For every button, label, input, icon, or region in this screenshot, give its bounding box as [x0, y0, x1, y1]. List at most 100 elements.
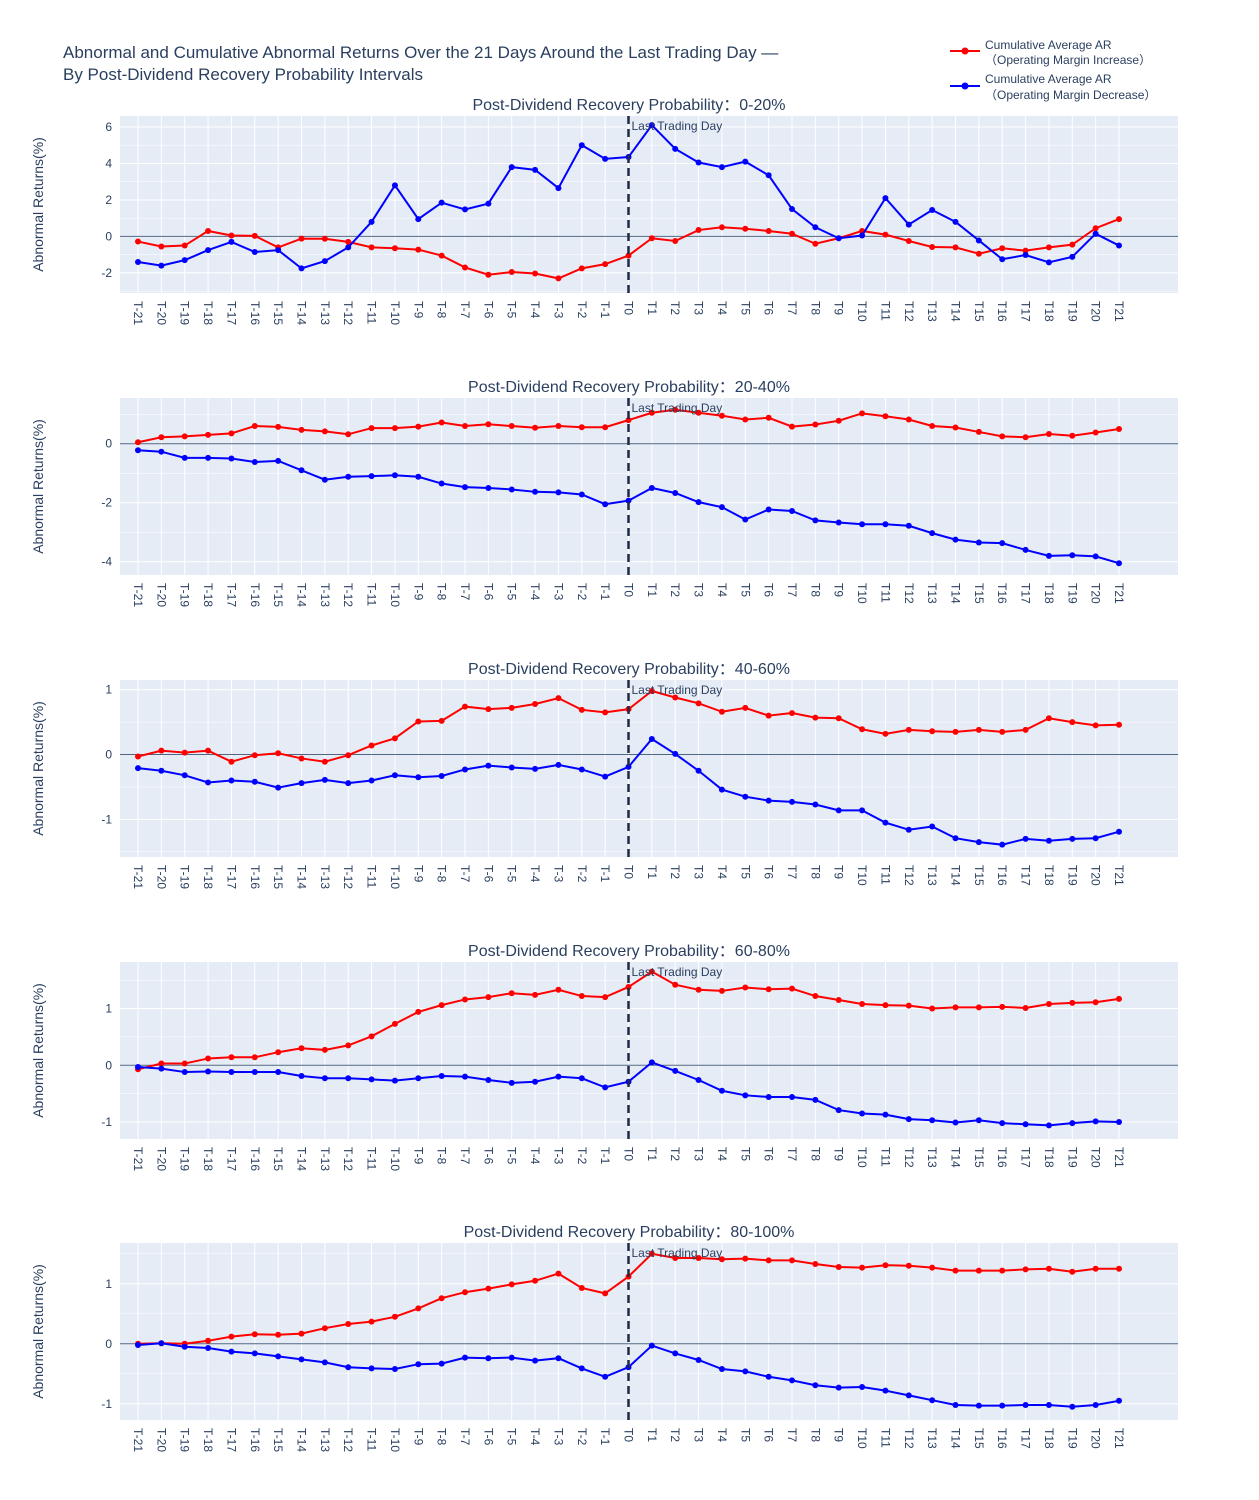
data-point-decrease [462, 766, 468, 773]
x-tick-label: T2 [668, 1428, 682, 1442]
data-point-decrease [835, 1107, 842, 1114]
data-point-increase [812, 240, 819, 247]
x-tick-label: T-6 [481, 301, 495, 319]
data-point-decrease [298, 780, 305, 787]
data-point-decrease [345, 780, 352, 787]
data-point-increase [578, 706, 585, 713]
data-point-increase [205, 1337, 212, 1344]
x-tick-label: T11 [878, 865, 892, 885]
y-tick-label: 1 [105, 683, 112, 697]
subplot-2: -4 -2 0 T-21 T-20 T-19 T-18 T-17 T-16 T-15 T-14 T-1… [30, 379, 1178, 607]
x-tick-label: T17 [1019, 583, 1033, 604]
data-point-increase [1069, 1268, 1076, 1275]
x-tick-label: T19 [1065, 583, 1079, 604]
x-tick-label: T3 [692, 583, 706, 597]
data-point-decrease [905, 826, 912, 833]
data-point-decrease [228, 455, 235, 462]
x-tick-label: T3 [692, 1428, 706, 1442]
data-point-decrease [952, 1119, 959, 1126]
data-point-decrease [999, 1120, 1006, 1127]
data-point-increase [789, 985, 795, 992]
data-point-decrease [602, 773, 609, 780]
x-tick-label: T18 [1042, 1428, 1056, 1449]
data-point-increase [718, 708, 725, 715]
x-tick-label: T20 [1089, 583, 1103, 604]
legend[interactable]: Cumulative Average AR （Operating Margin … [950, 38, 1156, 102]
x-tick-label: T-7 [458, 301, 472, 319]
data-point-decrease [275, 1353, 282, 1360]
x-tick-label: T-16 [248, 1147, 262, 1171]
data-point-decrease [882, 819, 889, 826]
x-tick-label: T-10 [388, 1147, 402, 1171]
data-point-decrease [648, 1059, 655, 1066]
data-point-decrease [1092, 1118, 1099, 1125]
data-point-increase [532, 424, 539, 431]
x-tick-label: T-21 [131, 301, 145, 325]
x-tick-label: T3 [692, 865, 706, 879]
y-tick-label: 6 [105, 120, 112, 134]
legend-item-decrease[interactable]: Cumulative Average AR （Operating Margin … [950, 72, 1156, 102]
data-point-increase [508, 990, 515, 997]
x-tick-label: T5 [738, 583, 752, 597]
subplot-5: -1 0 1 T-21 T-20 T-19 T-18 T-17 T-16 T-15 T-14 T-13… [30, 1224, 1178, 1452]
data-point-increase [345, 752, 352, 759]
data-point-increase [275, 423, 282, 430]
data-point-increase [135, 439, 141, 446]
data-point-increase [672, 981, 679, 988]
legend-item-increase[interactable]: Cumulative Average AR （Operating Margin … [950, 38, 1151, 67]
data-point-decrease [905, 522, 912, 529]
data-point-decrease [975, 539, 982, 546]
x-tick-label: T-3 [551, 583, 565, 601]
x-tick-label: T2 [668, 865, 682, 879]
main-title-line1: Abnormal and Cumulative Abnormal Returns… [63, 43, 778, 62]
data-point-decrease [882, 521, 889, 528]
data-point-increase [975, 1267, 982, 1274]
x-tick-label: T-14 [295, 865, 309, 889]
x-tick-label: T8 [808, 583, 822, 597]
data-point-decrease [718, 1366, 725, 1372]
x-tick-label: T0 [622, 1147, 636, 1161]
last-trading-day-annotation: Last Trading Day [632, 683, 723, 697]
x-tick-label: T-20 [154, 583, 168, 607]
data-point-increase [742, 225, 749, 232]
data-point-increase [812, 993, 819, 1000]
data-point-increase [391, 245, 398, 252]
x-tick-label: T6 [762, 1428, 776, 1442]
data-point-increase [532, 991, 539, 998]
data-point-decrease [999, 540, 1006, 547]
data-point-decrease [975, 839, 982, 846]
data-point-increase [742, 416, 749, 423]
x-tick-label: T-15 [271, 583, 285, 607]
data-point-increase [602, 261, 609, 268]
data-point-increase [929, 1264, 936, 1271]
x-tick-label: T-7 [458, 1147, 472, 1165]
data-point-decrease [181, 1343, 188, 1350]
data-point-increase [321, 1325, 328, 1332]
x-tick-label: T9 [832, 583, 846, 597]
data-point-decrease [205, 454, 212, 461]
x-tick-label: T6 [762, 301, 776, 315]
data-point-decrease [765, 506, 772, 513]
data-point-increase [275, 750, 282, 757]
data-point-decrease [158, 1065, 165, 1072]
data-point-increase [672, 1255, 679, 1261]
data-point-decrease [1116, 1397, 1122, 1404]
data-point-decrease [251, 248, 258, 255]
x-tick-label: T17 [1019, 1147, 1033, 1168]
data-point-decrease [415, 216, 422, 223]
data-point-decrease [835, 1384, 842, 1391]
data-point-decrease [321, 476, 328, 483]
data-point-decrease [532, 765, 539, 772]
data-point-increase [765, 986, 772, 993]
data-point-decrease [1116, 242, 1122, 249]
data-point-decrease [438, 1073, 445, 1080]
x-tick-label: T-11 [365, 583, 379, 606]
data-point-increase [251, 1331, 258, 1338]
data-point-decrease [905, 1116, 912, 1123]
data-point-increase [1092, 429, 1099, 436]
x-tick-label: T-19 [178, 1147, 192, 1171]
x-tick-label: T4 [715, 1147, 729, 1161]
data-point-increase [251, 423, 258, 430]
x-tick-label: T21 [1112, 301, 1126, 322]
x-tick-label: T-10 [388, 1428, 402, 1452]
